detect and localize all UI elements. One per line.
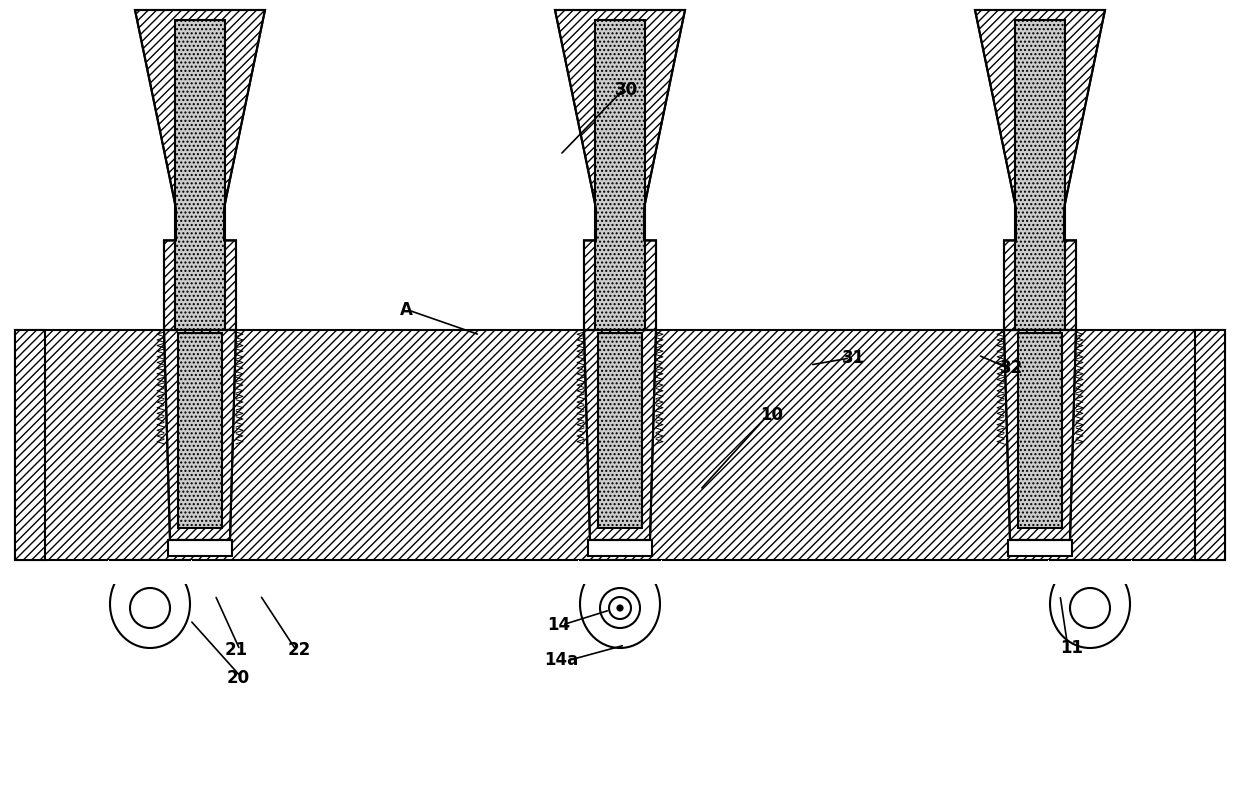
- Bar: [578, 560, 662, 584]
- FancyBboxPatch shape: [1195, 330, 1225, 560]
- Text: 30: 30: [615, 81, 639, 99]
- Bar: [179, 333, 222, 528]
- Bar: [1048, 560, 1132, 584]
- Text: 22: 22: [288, 641, 311, 659]
- Polygon shape: [135, 10, 265, 330]
- Circle shape: [600, 588, 640, 628]
- Text: 14a: 14a: [544, 651, 578, 669]
- Ellipse shape: [110, 560, 190, 648]
- Text: 32: 32: [999, 359, 1023, 377]
- Bar: [175, 20, 224, 330]
- Polygon shape: [1004, 330, 1076, 540]
- Bar: [1018, 333, 1061, 528]
- Bar: [167, 540, 232, 556]
- Polygon shape: [556, 10, 684, 330]
- Text: 14: 14: [547, 616, 570, 634]
- Bar: [15, 330, 1225, 560]
- Bar: [1016, 20, 1065, 330]
- Polygon shape: [164, 330, 236, 540]
- FancyBboxPatch shape: [15, 330, 45, 560]
- Text: 21: 21: [224, 641, 248, 659]
- Ellipse shape: [580, 560, 660, 648]
- Bar: [598, 333, 642, 528]
- Circle shape: [616, 604, 624, 611]
- Circle shape: [609, 597, 631, 619]
- Bar: [588, 540, 652, 556]
- Text: 20: 20: [227, 669, 250, 687]
- Circle shape: [1070, 588, 1110, 628]
- Ellipse shape: [1050, 560, 1130, 648]
- Text: 11: 11: [1060, 639, 1083, 657]
- Bar: [108, 560, 192, 584]
- Circle shape: [130, 588, 170, 628]
- Text: A: A: [401, 301, 413, 319]
- Polygon shape: [975, 10, 1105, 330]
- Bar: [595, 20, 645, 330]
- Bar: [1008, 540, 1073, 556]
- Text: 31: 31: [842, 349, 866, 367]
- Text: 10: 10: [760, 406, 782, 424]
- Polygon shape: [584, 330, 656, 540]
